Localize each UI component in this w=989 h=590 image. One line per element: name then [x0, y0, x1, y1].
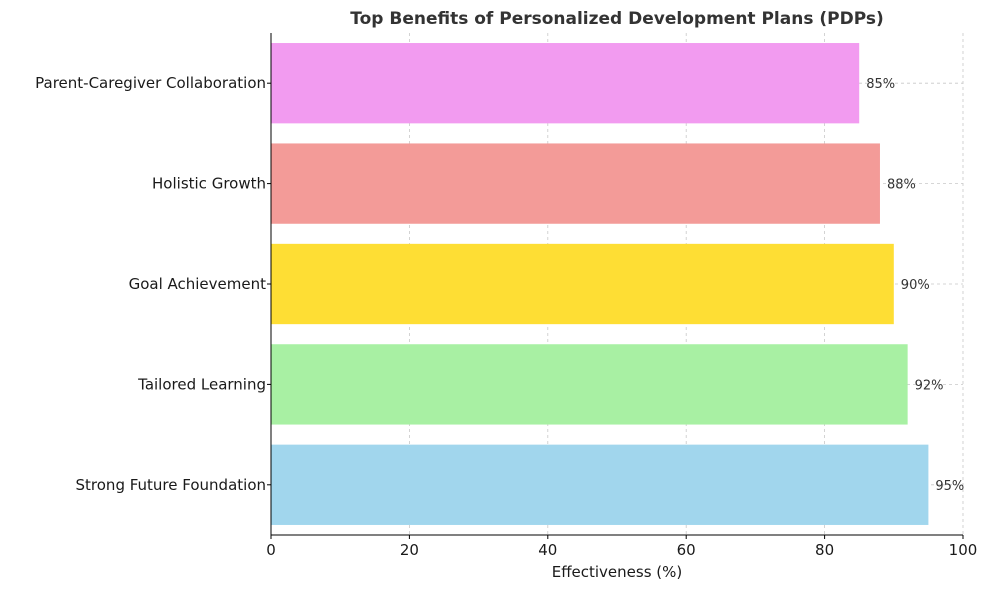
x-tick-label: 100	[949, 541, 978, 559]
category-label: Tailored Learning	[137, 375, 266, 393]
bar	[271, 143, 880, 224]
bar	[271, 43, 860, 124]
category-label: Goal Achievement	[129, 275, 267, 293]
x-axis-label: Effectiveness (%)	[552, 563, 683, 581]
labels-layer: 95% Strong Future Foundation 92% Tailored L…	[35, 74, 964, 494]
x-tick-label: 20	[400, 541, 419, 559]
category-label: Parent-Caregiver Collaboration	[35, 74, 266, 92]
data-label: 90%	[901, 278, 930, 293]
data-label: 88%	[887, 178, 916, 193]
category-label: Strong Future Foundation	[76, 476, 266, 494]
data-label: 95%	[935, 479, 964, 494]
x-tick-label: 40	[538, 541, 557, 559]
bar	[271, 344, 908, 425]
x-tick-label: 0	[266, 541, 276, 559]
axis-layer: 0 20 40 60 80 100	[266, 33, 977, 559]
bar	[271, 444, 929, 525]
data-label: 85%	[866, 77, 895, 92]
x-tick-label: 60	[677, 541, 696, 559]
bars-layer	[271, 43, 929, 525]
chart-title: Top Benefits of Personalized Development…	[350, 9, 884, 29]
x-tick-label: 80	[815, 541, 834, 559]
bar	[271, 243, 894, 325]
data-label: 92%	[915, 378, 944, 393]
category-label: Holistic Growth	[152, 175, 266, 193]
